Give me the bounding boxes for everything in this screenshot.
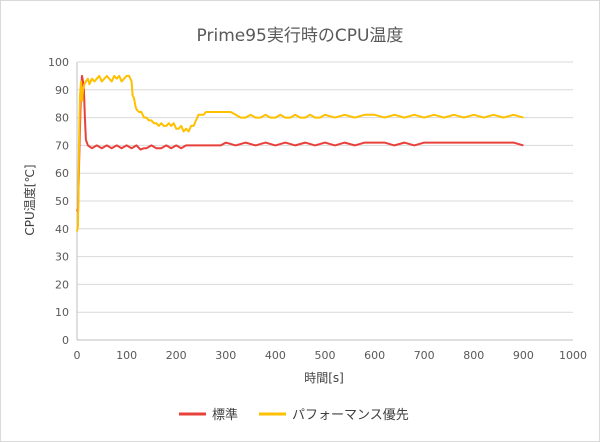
legend-label: パフォーマンス優先 [292,408,409,423]
series-line-2 [76,74,524,232]
x-tick-label: 800 [463,349,484,362]
x-tick-label: 900 [513,349,534,362]
x-tick-label: 300 [215,349,236,362]
x-tick-label: 500 [315,349,336,362]
x-tick-label: 400 [265,349,286,362]
y-tick-label: 0 [62,334,69,347]
x-axis-label: 時間[s] [304,371,344,385]
y-axis-label: CPU温度[℃] [22,164,37,235]
y-tick-label: 10 [55,306,69,319]
x-tick-label: 0 [74,349,81,362]
gridlines [77,61,573,341]
legend-label: 標準 [212,407,238,423]
y-tick-label: 70 [55,139,69,152]
x-tick-label: 200 [166,349,187,362]
series-line-1 [76,74,524,214]
y-tick-label: 30 [55,251,69,264]
y-tick-label: 40 [55,223,69,236]
y-tick-label: 90 [55,84,69,97]
x-tick-label: 100 [116,349,137,362]
y-tick-label: 80 [55,112,69,125]
y-tick-label: 60 [55,167,69,180]
chart-title: Prime95実行時のCPU温度 [197,26,404,46]
x-tick-label: 600 [364,349,385,362]
y-tick-label: 20 [55,278,69,291]
legend: 標準 パフォーマンス優先 [179,407,409,423]
x-tick-label: 700 [414,349,435,362]
x-tick-label: 1000 [559,349,587,362]
y-tick-label: 100 [48,56,69,69]
y-tick-label: 50 [55,195,69,208]
series-lines [76,74,524,232]
